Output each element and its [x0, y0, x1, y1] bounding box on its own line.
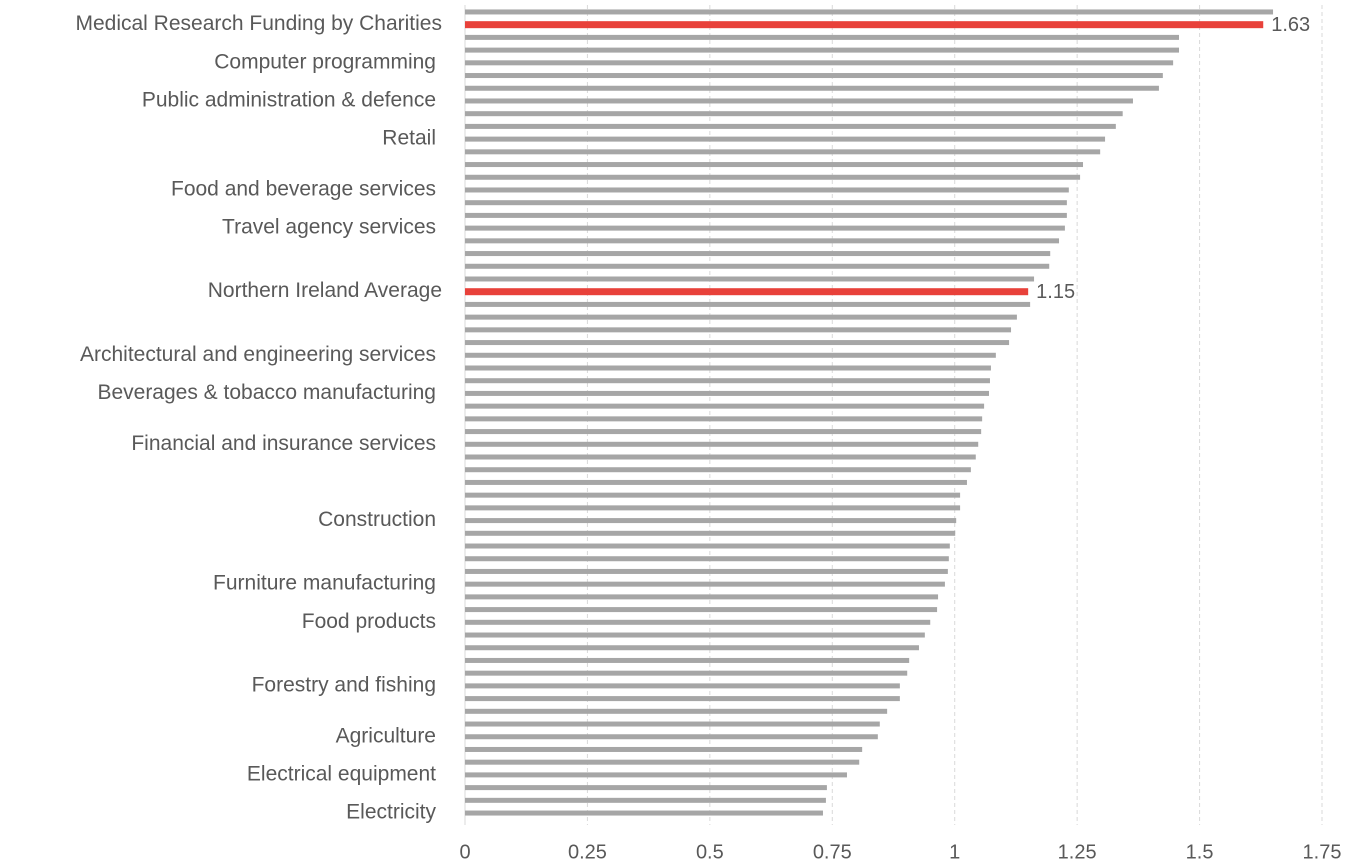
x-tick-label: 1.5: [1186, 841, 1214, 863]
bar: [465, 772, 847, 778]
bar: [465, 9, 1274, 15]
bar: [465, 212, 1067, 218]
bar: [465, 352, 996, 358]
bar: [465, 403, 985, 409]
bar: [465, 746, 863, 752]
bar: [465, 734, 878, 740]
bar: [465, 34, 1180, 40]
bar: [465, 492, 961, 498]
data-label: 1.63: [1271, 14, 1310, 36]
bar: [465, 365, 991, 371]
bar: [465, 721, 880, 727]
bar: [465, 708, 888, 714]
bar: [465, 98, 1133, 104]
bar: [465, 429, 982, 435]
bar: [465, 607, 938, 613]
bar: [465, 797, 826, 803]
bar: [465, 416, 983, 422]
y-tick-label: Medical Research Funding by Charities: [75, 12, 442, 35]
y-tick-label: Travel agency services: [222, 216, 436, 239]
bar: [465, 238, 1060, 244]
x-tick-label: 1: [949, 841, 960, 863]
x-tick-label: 0.75: [813, 841, 852, 863]
x-tick-label: 1.75: [1303, 841, 1342, 863]
y-tick-label: Agriculture: [336, 724, 436, 747]
bar: [465, 505, 961, 511]
bar: [465, 85, 1159, 91]
bar: [465, 390, 989, 396]
bar: [465, 111, 1123, 117]
bar: [465, 810, 823, 816]
y-tick-label: Forestry and fishing: [252, 673, 436, 696]
y-tick-label: Beverages & tobacco manufacturing: [97, 381, 436, 404]
y-tick-label: Financial and insurance services: [131, 432, 436, 455]
bar: [465, 530, 956, 536]
y-tick-label: Computer programming: [214, 50, 436, 73]
bar: [465, 73, 1163, 79]
bar: [465, 187, 1069, 193]
bar: [465, 327, 1012, 333]
bar: [465, 568, 948, 574]
bar: [465, 251, 1051, 257]
bar: [465, 581, 945, 587]
bar: [465, 785, 827, 791]
bar: [465, 47, 1180, 53]
y-tick-label: Northern Ireland Average: [208, 279, 442, 302]
bar: [465, 479, 967, 485]
y-tick-label: Electricity: [346, 801, 436, 824]
bar: [465, 225, 1065, 231]
bar: [465, 136, 1106, 142]
bar: [465, 276, 1035, 282]
bar: [465, 301, 1031, 307]
bar: [465, 683, 900, 689]
bar: [465, 619, 931, 625]
data-label: 1.15: [1036, 281, 1075, 303]
bar: [465, 467, 971, 473]
bar: [465, 543, 950, 549]
x-tick-label: 1.25: [1058, 841, 1097, 863]
bar: [465, 149, 1101, 155]
y-tick-label: Food products: [302, 610, 436, 633]
y-tick-label: Construction: [318, 508, 436, 531]
bar: [465, 21, 1264, 29]
bar: [465, 162, 1084, 168]
x-tick-label: 0.5: [696, 841, 724, 863]
x-tick-label: 0.25: [568, 841, 607, 863]
y-tick-label: Food and beverage services: [171, 178, 436, 201]
y-tick-label: Public administration & defence: [142, 89, 436, 112]
y-tick-label: Retail: [382, 127, 436, 150]
bar: [465, 288, 1029, 296]
bar: [465, 594, 939, 600]
bar: [465, 200, 1067, 206]
y-tick-label: Electrical equipment: [247, 762, 436, 785]
bar: [465, 123, 1116, 129]
bar: [465, 174, 1081, 180]
bar: [465, 263, 1050, 269]
bar: [465, 759, 860, 765]
y-tick-label: Architectural and engineering services: [80, 343, 436, 366]
bar: [465, 454, 976, 460]
bar: [465, 556, 949, 562]
bar: [465, 670, 908, 676]
bar: [465, 378, 990, 384]
bar: [465, 645, 919, 651]
y-tick-label: Furniture manufacturing: [213, 572, 436, 595]
bar: [465, 441, 979, 447]
bar: [465, 518, 957, 524]
bar: [465, 657, 910, 663]
bar: [465, 314, 1017, 320]
bar: [465, 340, 1010, 346]
bar: [465, 696, 900, 702]
x-tick-label: 0: [459, 841, 470, 863]
bar: [465, 60, 1174, 66]
bar: [465, 632, 925, 638]
